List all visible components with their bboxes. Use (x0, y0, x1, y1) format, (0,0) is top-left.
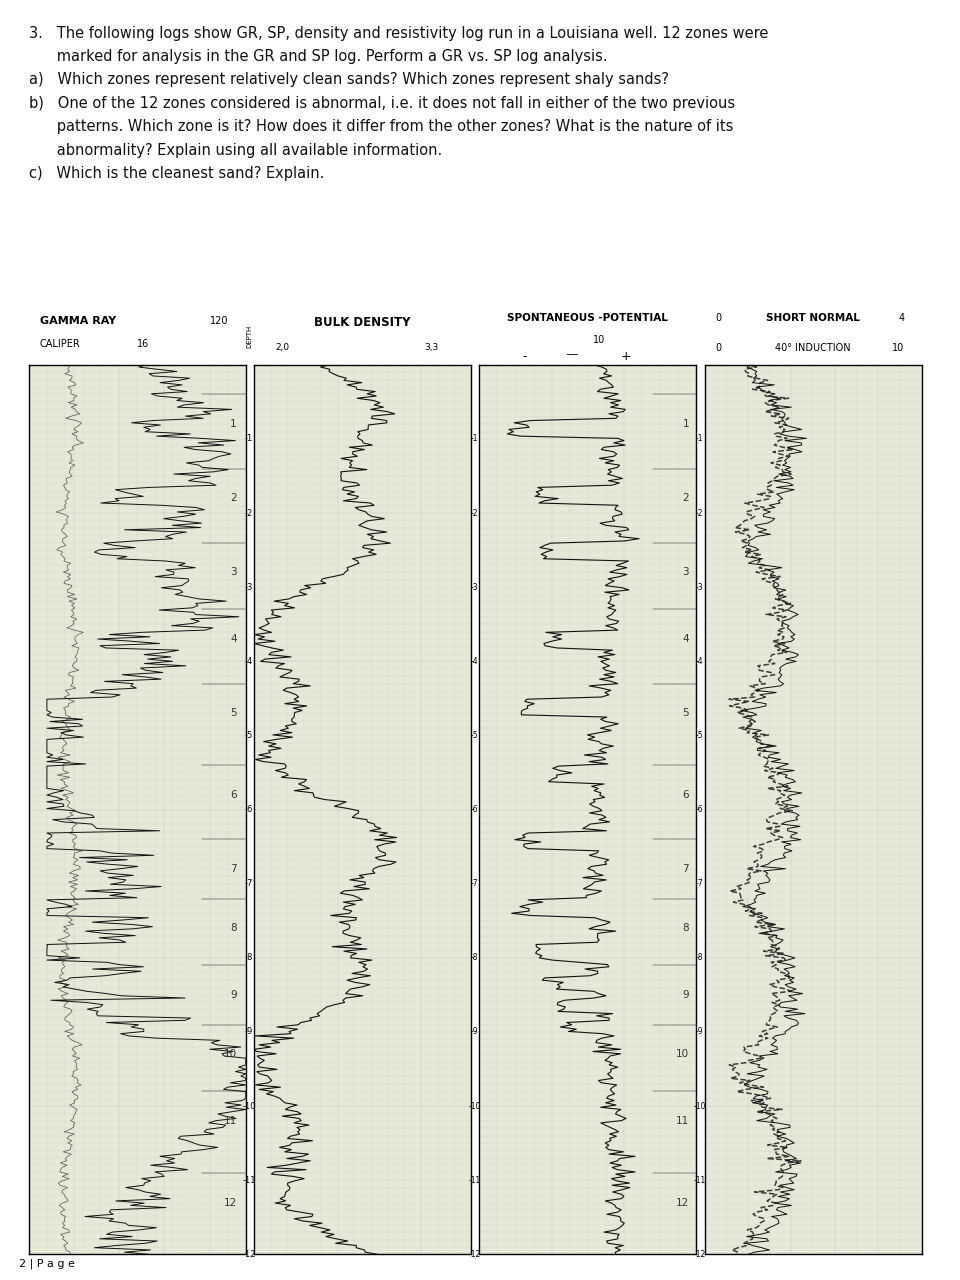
Text: 1: 1 (683, 419, 689, 429)
Text: -8: -8 (696, 954, 704, 963)
Text: 2,0: 2,0 (276, 343, 290, 352)
Text: -11: -11 (242, 1176, 256, 1185)
Text: -9: -9 (470, 1028, 478, 1037)
Text: -4: -4 (696, 657, 704, 666)
Text: 0: 0 (715, 343, 722, 353)
Text: 4: 4 (230, 634, 237, 644)
Text: -10: -10 (693, 1102, 706, 1111)
Text: -4: -4 (245, 657, 253, 666)
Text: 8: 8 (683, 923, 689, 933)
Induction (731, 1247, 742, 1262)
Text: 9: 9 (230, 989, 237, 1000)
Induction (767, 916, 779, 932)
SN (742, 1247, 754, 1262)
Text: 5: 5 (230, 708, 237, 718)
Text: -11: -11 (693, 1176, 706, 1185)
Text: 6: 6 (230, 790, 237, 800)
Text: -12: -12 (468, 1249, 481, 1260)
Text: -10: -10 (468, 1102, 481, 1111)
Text: -7: -7 (245, 879, 253, 888)
Text: -9: -9 (696, 1028, 704, 1037)
Text: 5: 5 (683, 708, 689, 718)
Text: -3: -3 (470, 582, 478, 591)
Text: 8: 8 (230, 923, 237, 933)
Text: -5: -5 (470, 731, 478, 740)
Text: SHORT NORMAL: SHORT NORMAL (766, 312, 860, 323)
Text: 3,3: 3,3 (424, 343, 439, 352)
Text: 1: 1 (230, 419, 237, 429)
Text: -1: -1 (696, 434, 704, 443)
Text: -4: -4 (470, 657, 478, 666)
Text: DEPTH: DEPTH (246, 324, 252, 348)
Text: 120: 120 (210, 316, 228, 326)
Text: -: - (523, 351, 527, 364)
Text: 11: 11 (224, 1116, 237, 1126)
SN (770, 916, 781, 932)
Text: -7: -7 (696, 879, 704, 888)
Text: 7: 7 (230, 864, 237, 874)
Induction (772, 1004, 783, 1019)
Text: 10: 10 (676, 1050, 689, 1060)
Text: -12: -12 (693, 1249, 706, 1260)
SN (780, 1004, 791, 1019)
Text: GAMMA RAY: GAMMA RAY (39, 316, 116, 326)
Induction (746, 709, 757, 724)
Text: 12: 12 (676, 1198, 689, 1207)
Text: -9: -9 (245, 1028, 253, 1037)
Text: 40° INDUCTION: 40° INDUCTION (776, 343, 851, 353)
Text: -6: -6 (470, 805, 478, 814)
Text: 4: 4 (683, 634, 689, 644)
Text: SPONTANEOUS -POTENTIAL: SPONTANEOUS -POTENTIAL (508, 312, 668, 323)
Text: -2: -2 (470, 508, 478, 517)
Text: -1: -1 (245, 434, 253, 443)
Text: 2 | P a g e: 2 | P a g e (19, 1258, 75, 1270)
Text: 16: 16 (137, 339, 150, 349)
Text: -7: -7 (470, 879, 478, 888)
Text: 3.   The following logs show GR, SP, density and resistivity log run in a Louisi: 3. The following logs show GR, SP, densi… (29, 26, 768, 180)
Text: 10: 10 (592, 335, 605, 344)
Text: -8: -8 (245, 954, 253, 963)
Text: 12: 12 (224, 1198, 237, 1207)
SN (785, 465, 797, 480)
Text: BULK DENSITY: BULK DENSITY (314, 316, 411, 329)
Line: Induction: Induction (729, 365, 801, 1254)
Text: -1: -1 (470, 434, 478, 443)
Induction (767, 1000, 779, 1015)
SN (737, 709, 749, 724)
Text: +: + (620, 351, 631, 364)
Text: -2: -2 (696, 508, 704, 517)
SN (793, 646, 804, 662)
Text: 11: 11 (676, 1116, 689, 1126)
Text: -10: -10 (242, 1102, 256, 1111)
Text: ──: ── (566, 351, 578, 361)
Text: 0: 0 (715, 312, 722, 323)
Text: -12: -12 (242, 1249, 256, 1260)
Text: -3: -3 (245, 582, 253, 591)
Text: -11: -11 (468, 1176, 481, 1185)
Text: -6: -6 (696, 805, 704, 814)
Text: 6: 6 (683, 790, 689, 800)
Text: -5: -5 (245, 731, 253, 740)
Text: 9: 9 (683, 989, 689, 1000)
Text: -3: -3 (696, 582, 704, 591)
Line: SN: SN (741, 365, 806, 1254)
Text: -5: -5 (696, 731, 704, 740)
Text: 10: 10 (892, 343, 904, 353)
Induction (777, 465, 788, 480)
Induction (739, 357, 751, 372)
Text: CALIPER: CALIPER (39, 339, 81, 349)
Induction (766, 646, 778, 662)
Text: 7: 7 (683, 864, 689, 874)
Text: 10: 10 (224, 1050, 237, 1060)
SN (743, 357, 755, 372)
Text: 2: 2 (230, 493, 237, 503)
Text: 4: 4 (899, 312, 904, 323)
Text: 3: 3 (230, 567, 237, 577)
SN (774, 1000, 785, 1015)
Text: -2: -2 (245, 508, 253, 517)
Text: -8: -8 (470, 954, 478, 963)
Text: -6: -6 (245, 805, 253, 814)
Text: 2: 2 (683, 493, 689, 503)
Text: 3: 3 (683, 567, 689, 577)
